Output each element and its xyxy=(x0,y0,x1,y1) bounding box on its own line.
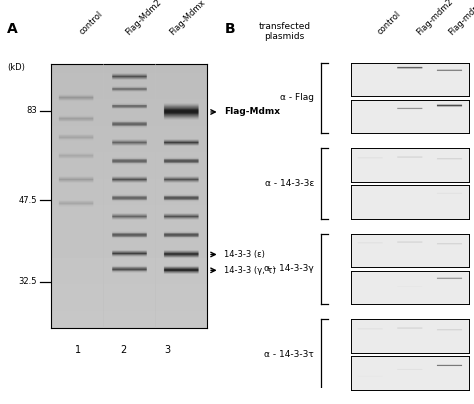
Text: 47.5: 47.5 xyxy=(18,196,37,205)
Text: IP: Flag: IP: Flag xyxy=(361,112,389,121)
Text: Flag-Mdmx: Flag-Mdmx xyxy=(224,107,280,116)
Text: α - Flag: α - Flag xyxy=(280,93,314,103)
Text: Flag-mdmx: Flag-mdmx xyxy=(447,0,474,37)
Text: control: control xyxy=(375,10,402,37)
Text: transfected
plasmids: transfected plasmids xyxy=(258,22,310,41)
Text: control: control xyxy=(78,10,105,37)
Text: Flag-Mdm2: Flag-Mdm2 xyxy=(124,0,163,37)
Text: α - 14-3-3τ: α - 14-3-3τ xyxy=(264,350,314,359)
Text: 1: 1 xyxy=(75,345,81,355)
Text: (kD): (kD) xyxy=(7,63,25,72)
Text: IP: Flag: IP: Flag xyxy=(361,283,389,292)
Text: α - 14-3-3ε: α - 14-3-3ε xyxy=(264,179,314,188)
Text: 83: 83 xyxy=(27,106,37,116)
Text: 14-3-3 (ε): 14-3-3 (ε) xyxy=(224,250,264,259)
Text: IP: Flag: IP: Flag xyxy=(361,198,389,206)
Text: α - 14-3-3γ: α - 14-3-3γ xyxy=(264,264,314,274)
Text: 2: 2 xyxy=(120,345,127,355)
Text: 3: 3 xyxy=(164,345,171,355)
Text: B: B xyxy=(225,22,236,36)
Text: total lysate: total lysate xyxy=(361,75,404,84)
Text: Flag-Mdmx: Flag-Mdmx xyxy=(167,0,207,37)
Text: 32.5: 32.5 xyxy=(18,278,37,286)
Text: Flag-mdm2: Flag-mdm2 xyxy=(415,0,455,37)
Text: total lysate: total lysate xyxy=(361,160,404,169)
Text: total lysate: total lysate xyxy=(361,246,404,255)
Text: A: A xyxy=(7,22,18,36)
Text: total lysate: total lysate xyxy=(361,331,404,340)
Text: 14-3-3 (γ, τ): 14-3-3 (γ, τ) xyxy=(224,266,275,275)
Text: IP: Flag: IP: Flag xyxy=(361,368,389,377)
